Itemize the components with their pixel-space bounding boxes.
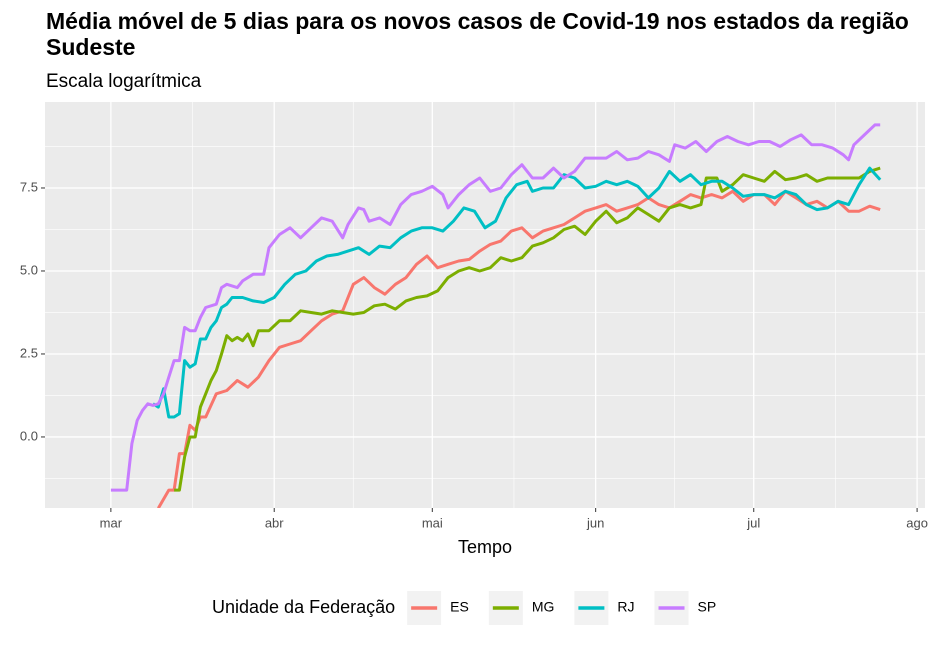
chart-title: Média móvel de 5 dias para os novos caso…: [46, 8, 909, 60]
x-tick-label: abr: [265, 515, 284, 530]
series-line: [152, 166, 882, 419]
x-tick-label: jul: [746, 515, 760, 530]
series-line: [110, 123, 881, 492]
x-tick-label: jun: [586, 515, 604, 530]
x-tick-label: mar: [100, 515, 123, 530]
legend-label: SP: [698, 599, 717, 615]
y-tick-label: 0.0: [20, 428, 38, 443]
x-tick-label: mai: [422, 515, 443, 530]
y-tick-label: 7.5: [20, 179, 38, 194]
chart-subtitle: Escala logarítmica: [46, 71, 202, 92]
series-line: [174, 166, 881, 492]
x-axis-label: Tempo: [458, 537, 512, 557]
plot-background: [45, 102, 925, 508]
y-tick-label: 5.0: [20, 262, 38, 277]
x-tick-label: ago: [906, 515, 928, 530]
y-tick-label: 2.5: [20, 345, 38, 360]
legend-label: MG: [532, 599, 555, 615]
legend-label: ES: [450, 599, 469, 615]
legend-label: RJ: [617, 599, 634, 615]
legend-title: Unidade da Federação: [212, 597, 395, 617]
